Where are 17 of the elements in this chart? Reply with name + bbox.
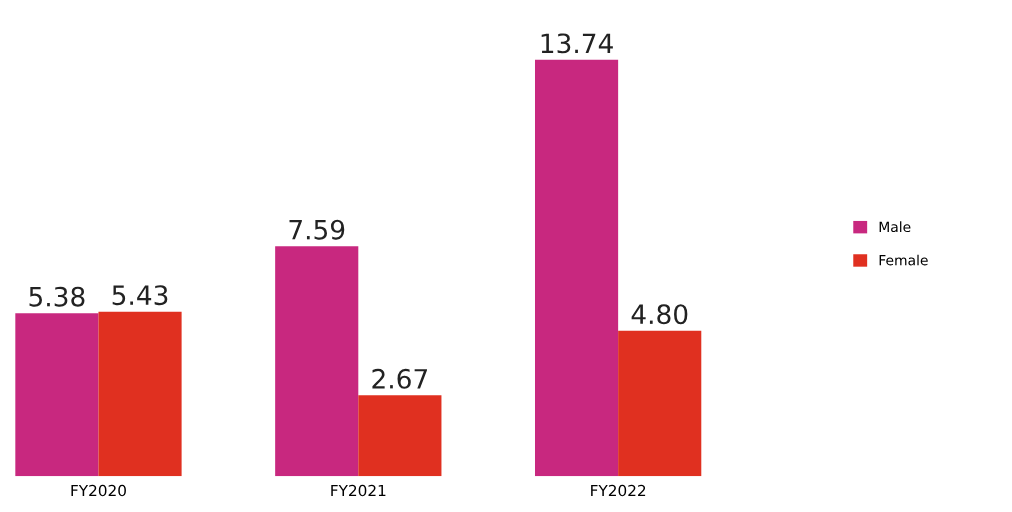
x-tick-label: FY2020 bbox=[71, 484, 126, 497]
bar bbox=[618, 330, 702, 477]
data-label: 5.43 bbox=[112, 285, 168, 306]
data-label: 13.74 bbox=[541, 33, 613, 54]
bar bbox=[358, 395, 442, 477]
data-label: 7.59 bbox=[289, 219, 345, 240]
data-label: 4.80 bbox=[631, 304, 688, 325]
x-tick-label: FY2021 bbox=[331, 484, 386, 497]
legend-label: Female bbox=[879, 254, 928, 266]
bar bbox=[275, 246, 359, 477]
legend-label: Male bbox=[879, 221, 911, 233]
data-label: 5.38 bbox=[29, 286, 85, 307]
bar bbox=[98, 311, 182, 477]
bar bbox=[534, 59, 619, 477]
bar bbox=[15, 313, 99, 477]
x-tick-label: FY2022 bbox=[591, 484, 646, 497]
data-label: 2.67 bbox=[372, 368, 427, 389]
